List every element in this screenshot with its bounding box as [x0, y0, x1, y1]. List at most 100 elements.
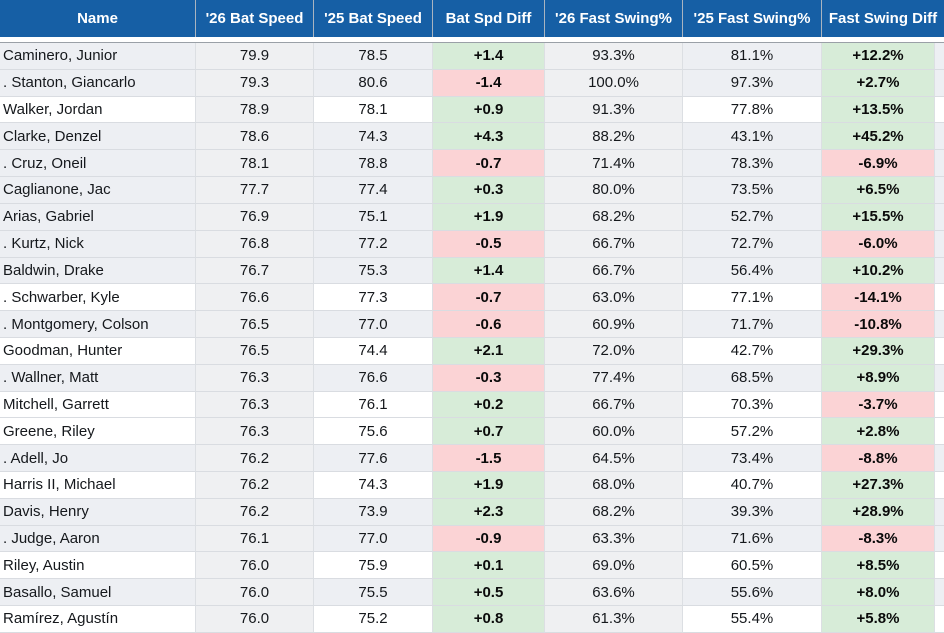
cell-bs25: 74.3: [314, 472, 433, 499]
cell-bsdiff: +0.3: [433, 177, 545, 204]
cell-name: . Judge, Aaron: [0, 525, 196, 553]
cell-fsdiff: +6.5%: [822, 177, 935, 204]
column-header-fs26[interactable]: '26 Fast Swing%: [545, 0, 683, 37]
table-row: Davis, Henry 76.2 73.9 +2.3 68.2% 39.3% +28.9%: [0, 498, 944, 526]
row-edge-gutter: [935, 177, 944, 204]
cell-bs26: 76.2: [196, 445, 314, 472]
table-row: Greene, Riley 76.3 75.6 +0.7 60.0% 57.2% +2.8%: [0, 418, 944, 446]
cell-bsdiff: -1.5: [433, 445, 545, 472]
cell-fs26: 63.6%: [545, 579, 683, 607]
row-edge-gutter: [935, 230, 944, 258]
row-edge-gutter: [935, 472, 944, 499]
row-edge-gutter: [935, 552, 944, 580]
cell-bs26: 76.0: [196, 606, 314, 633]
cell-bs26: 76.5: [196, 337, 314, 365]
cell-name: . Adell, Jo: [0, 445, 196, 472]
cell-bsdiff: +1.9: [433, 472, 545, 499]
cell-fs25: 78.3%: [683, 150, 822, 178]
cell-bsdiff: -0.3: [433, 364, 545, 392]
table-row: . Wallner, Matt 76.3 76.6 -0.3 77.4% 68.5% +8.…: [0, 364, 944, 392]
row-edge-gutter: [935, 96, 944, 124]
cell-name: Harris II, Michael: [0, 472, 196, 499]
table-row: Caglianone, Jac 77.7 77.4 +0.3 80.0% 73.5% +6.…: [0, 177, 944, 204]
cell-fs26: 72.0%: [545, 337, 683, 365]
table-row: . Stanton, Giancarlo 79.3 80.6 -1.4 100.0% 97…: [0, 69, 944, 97]
cell-fs25: 72.7%: [683, 230, 822, 258]
cell-bs26: 76.0: [196, 552, 314, 580]
row-edge-gutter: [935, 150, 944, 178]
cell-bs25: 75.6: [314, 418, 433, 446]
cell-bsdiff: -1.4: [433, 69, 545, 97]
cell-bs25: 77.0: [314, 311, 433, 338]
cell-bsdiff: +4.3: [433, 123, 545, 151]
row-edge-gutter: [935, 364, 944, 392]
cell-bs25: 77.2: [314, 230, 433, 258]
cell-fsdiff: +28.9%: [822, 498, 935, 526]
cell-bs26: 76.9: [196, 203, 314, 231]
cell-fs25: 71.6%: [683, 525, 822, 553]
cell-name: . Schwarber, Kyle: [0, 284, 196, 312]
column-header-name[interactable]: Name: [0, 0, 196, 37]
cell-bs25: 78.5: [314, 43, 433, 70]
cell-bs26: 79.9: [196, 43, 314, 70]
cell-fs25: 42.7%: [683, 337, 822, 365]
cell-name: Mitchell, Garrett: [0, 391, 196, 419]
cell-bs25: 73.9: [314, 498, 433, 526]
header-separator: [0, 37, 944, 43]
cell-fs26: 63.3%: [545, 525, 683, 553]
cell-fs25: 55.6%: [683, 579, 822, 607]
cell-fsdiff: -6.0%: [822, 230, 935, 258]
cell-fsdiff: -8.8%: [822, 445, 935, 472]
cell-bs25: 78.8: [314, 150, 433, 178]
column-header-fs25[interactable]: '25 Fast Swing%: [683, 0, 822, 37]
cell-fs25: 57.2%: [683, 418, 822, 446]
cell-bs26: 76.3: [196, 418, 314, 446]
column-header-bs26[interactable]: '26 Bat Speed: [196, 0, 314, 37]
cell-name: Basallo, Samuel: [0, 579, 196, 607]
cell-fs25: 73.4%: [683, 445, 822, 472]
cell-bs25: 78.1: [314, 96, 433, 124]
row-edge-gutter: [935, 311, 944, 338]
table-row: Goodman, Hunter 76.5 74.4 +2.1 72.0% 42.7% +29…: [0, 337, 944, 365]
cell-fsdiff: -14.1%: [822, 284, 935, 312]
cell-fs25: 55.4%: [683, 606, 822, 633]
cell-bs25: 77.6: [314, 445, 433, 472]
cell-fs26: 77.4%: [545, 364, 683, 392]
table-row: . Montgomery, Colson 76.5 77.0 -0.6 60.9% 71.…: [0, 311, 944, 338]
table-row: Harris II, Michael 76.2 74.3 +1.9 68.0% 40.7%…: [0, 472, 944, 499]
table-row: . Cruz, Oneil 78.1 78.8 -0.7 71.4% 78.3% -6.9%: [0, 150, 944, 178]
cell-bsdiff: -0.5: [433, 230, 545, 258]
table-row: Ramírez, Agustín 76.0 75.2 +0.8 61.3% 55.4% +5…: [0, 606, 944, 633]
cell-fsdiff: -8.3%: [822, 525, 935, 553]
cell-bs26: 76.8: [196, 230, 314, 258]
cell-bs26: 76.3: [196, 391, 314, 419]
column-header-bs25[interactable]: '25 Bat Speed: [314, 0, 433, 37]
cell-fs26: 66.7%: [545, 257, 683, 285]
cell-bs26: 76.2: [196, 472, 314, 499]
table-row: Basallo, Samuel 76.0 75.5 +0.5 63.6% 55.6% +8.…: [0, 579, 944, 607]
table-row: . Schwarber, Kyle 76.6 77.3 -0.7 63.0% 77.1% -…: [0, 284, 944, 312]
cell-bs26: 76.7: [196, 257, 314, 285]
cell-bsdiff: +1.4: [433, 257, 545, 285]
column-header-fsdiff[interactable]: Fast Swing Diff: [828, 10, 938, 27]
cell-bsdiff: +0.1: [433, 552, 545, 580]
cell-fsdiff: +45.2%: [822, 123, 935, 151]
cell-bs25: 74.4: [314, 337, 433, 365]
cell-fsdiff: +2.7%: [822, 69, 935, 97]
cell-bs25: 76.1: [314, 391, 433, 419]
cell-name: . Kurtz, Nick: [0, 230, 196, 258]
cell-bs25: 77.4: [314, 177, 433, 204]
cell-bs26: 78.9: [196, 96, 314, 124]
table-row: . Judge, Aaron 76.1 77.0 -0.9 63.3% 71.6% -8.3…: [0, 525, 944, 553]
cell-bsdiff: +1.9: [433, 203, 545, 231]
cell-bs26: 79.3: [196, 69, 314, 97]
cell-fs26: 68.0%: [545, 472, 683, 499]
cell-fs25: 43.1%: [683, 123, 822, 151]
cell-fs26: 80.0%: [545, 177, 683, 204]
column-header-bsdiff[interactable]: Bat Spd Diff: [433, 0, 545, 37]
cell-bs25: 75.9: [314, 552, 433, 580]
cell-fs26: 61.3%: [545, 606, 683, 633]
cell-fs26: 71.4%: [545, 150, 683, 178]
cell-bs26: 78.6: [196, 123, 314, 151]
cell-name: Clarke, Denzel: [0, 123, 196, 151]
